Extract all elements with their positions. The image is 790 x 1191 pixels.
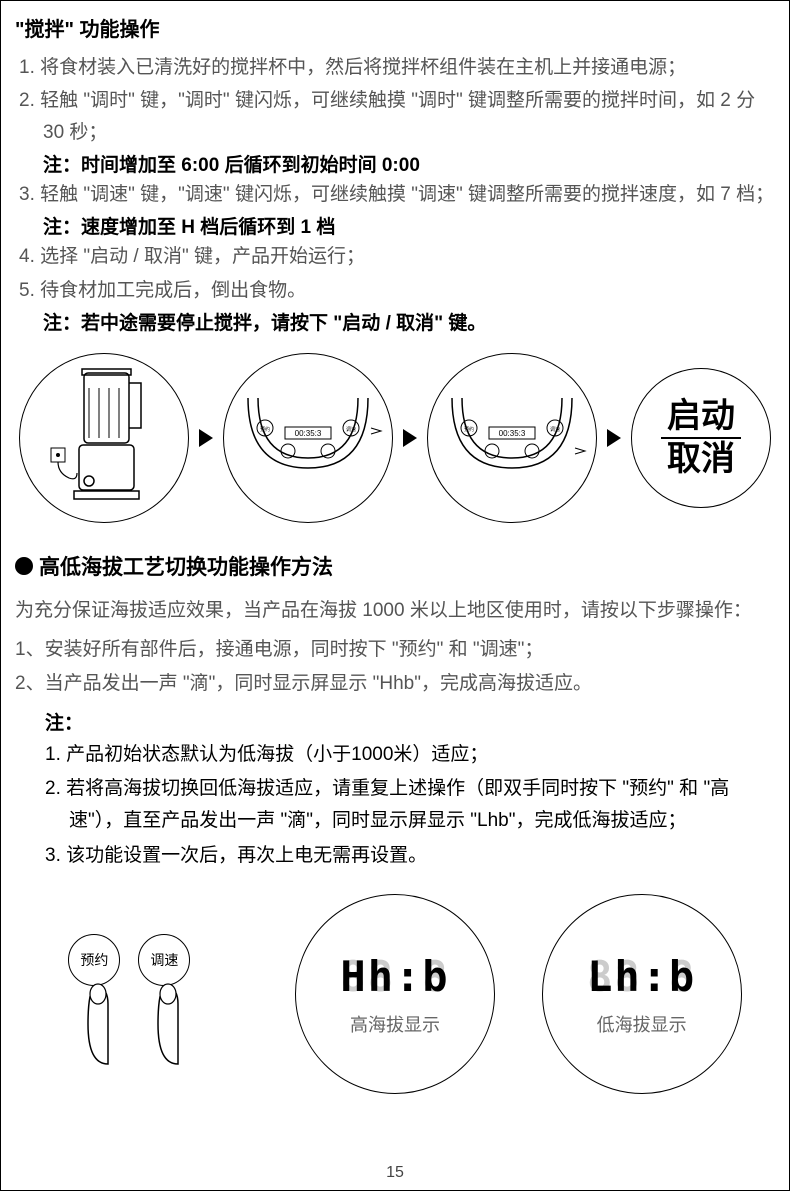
diagram-start-cancel: 启动 取消 [631, 368, 771, 508]
step-2: 2. 轻触 "调时" 键，"调时" 键闪烁，可继续触摸 "调时" 键调整所需要的… [19, 85, 775, 148]
page-number: 15 [1, 1164, 789, 1182]
note-heading: 注： [45, 708, 775, 735]
section1-steps: 1. 将食材装入已清洗好的搅拌杯中，然后将搅拌杯组件装在主机上并接通电源； 2.… [15, 52, 775, 148]
note-1: 注：时间增加至 6:00 后循环到初始时间 0:00 [43, 150, 775, 177]
step-3: 3. 轻触 "调速" 键，"调速" 键闪烁，可继续触摸 "调速" 键调整所需要的… [19, 179, 775, 210]
hhb-group: 88:8 Hh:b 高海拔显示 [295, 894, 495, 1094]
svg-text:调速: 调速 [550, 426, 560, 433]
diagram-blender [19, 353, 189, 523]
s2-step-1: 1、安装好所有部件后，接通电源，同时按下 "预约" 和 "调速"； [15, 633, 775, 666]
lcd-hhb: Hh:b [340, 952, 449, 1001]
section2-intro: 为充分保证海拔适应效果，当产品在海拔 1000 米以上地区使用时，请按以下步骤操… [15, 595, 775, 627]
lhb-group: 88:8 Lh:b 低海拔显示 [542, 894, 742, 1094]
step-1: 1. 将食材装入已清洗好的搅拌杯中，然后将搅拌杯组件装在主机上并接通电源； [19, 52, 775, 83]
panel-time-text: 00:35:3 [295, 429, 322, 438]
svg-text:预约: 预约 [260, 426, 270, 433]
diagram-panel-1: 00:35:3 预约 调速 [223, 353, 393, 523]
diagram-fingers: 预约 调速 [48, 894, 248, 1094]
lcd-lhb: Lh:b [587, 952, 696, 1001]
arrow-icon [199, 429, 213, 447]
control-panel-icon: 00:35:3 预约 调速 [437, 383, 587, 493]
cancel-label: 取消 [661, 441, 741, 478]
section2-steps: 1、安装好所有部件后，接通电源，同时按下 "预约" 和 "调速"； 2、当产品发… [15, 633, 775, 700]
s2-note-3: 3. 该功能设置一次后，再次上电无需再设置。 [45, 840, 775, 872]
diagram-row-1: 00:35:3 预约 调速 00:35:3 预约 调速 [19, 353, 771, 523]
section2-title: 高低海拔工艺切换功能操作方法 [39, 551, 333, 581]
note-2: 注：速度增加至 H 档后循环到 1 档 [43, 212, 775, 239]
fingers-icon [48, 894, 248, 1094]
step-5: 5. 待食材加工完成后，倒出食物。 [19, 275, 775, 306]
note-3: 注：若中途需要停止搅拌，请按下 "启动 / 取消" 键。 [43, 308, 775, 335]
hhb-label: 高海拔显示 [350, 1011, 440, 1037]
diagram-lhb: 88:8 Lh:b 低海拔显示 [542, 894, 742, 1094]
section2-notes: 1. 产品初始状态默认为低海拔（小于1000米）适应； 2. 若将高海拔切换回低… [45, 739, 775, 872]
s2-note-1: 1. 产品初始状态默认为低海拔（小于1000米）适应； [45, 739, 775, 771]
step-4: 4. 选择 "启动 / 取消" 键，产品开始运行； [19, 241, 775, 272]
s2-step-2: 2、当产品发出一声 "滴"，同时显示屏显示 "Hhb"，完成高海拔适应。 [15, 667, 775, 700]
section1-steps-b: 3. 轻触 "调速" 键，"调速" 键闪烁，可继续触摸 "调速" 键调整所需要的… [15, 179, 775, 210]
arrow-icon [403, 429, 417, 447]
blender-icon [49, 363, 159, 513]
section1-title: "搅拌" 功能操作 [15, 13, 775, 42]
control-panel-icon: 00:35:3 预约 调速 [233, 383, 383, 493]
svg-text:00:35:3: 00:35:3 [499, 429, 526, 438]
diagram-panel-2: 00:35:3 预约 调速 [427, 353, 597, 523]
diagram-hhb: 88:8 Hh:b 高海拔显示 [295, 894, 495, 1094]
diagram-row-2: 预约 调速 88:8 Hh:b 高海拔显示 [25, 894, 765, 1094]
bullet-icon [15, 557, 33, 575]
s2-note-2: 2. 若将高海拔切换回低海拔适应，请重复上述操作（即双手同时按下 "预约" 和 … [45, 773, 775, 838]
start-label: 启动 [661, 398, 741, 435]
svg-text:调速: 调速 [346, 426, 356, 433]
svg-text:预约: 预约 [464, 426, 474, 433]
lhb-label: 低海拔显示 [597, 1011, 687, 1037]
section2-heading: 高低海拔工艺切换功能操作方法 [15, 551, 775, 581]
section1-steps-c: 4. 选择 "启动 / 取消" 键，产品开始运行； 5. 待食材加工完成后，倒出… [15, 241, 775, 306]
arrow-icon [607, 429, 621, 447]
